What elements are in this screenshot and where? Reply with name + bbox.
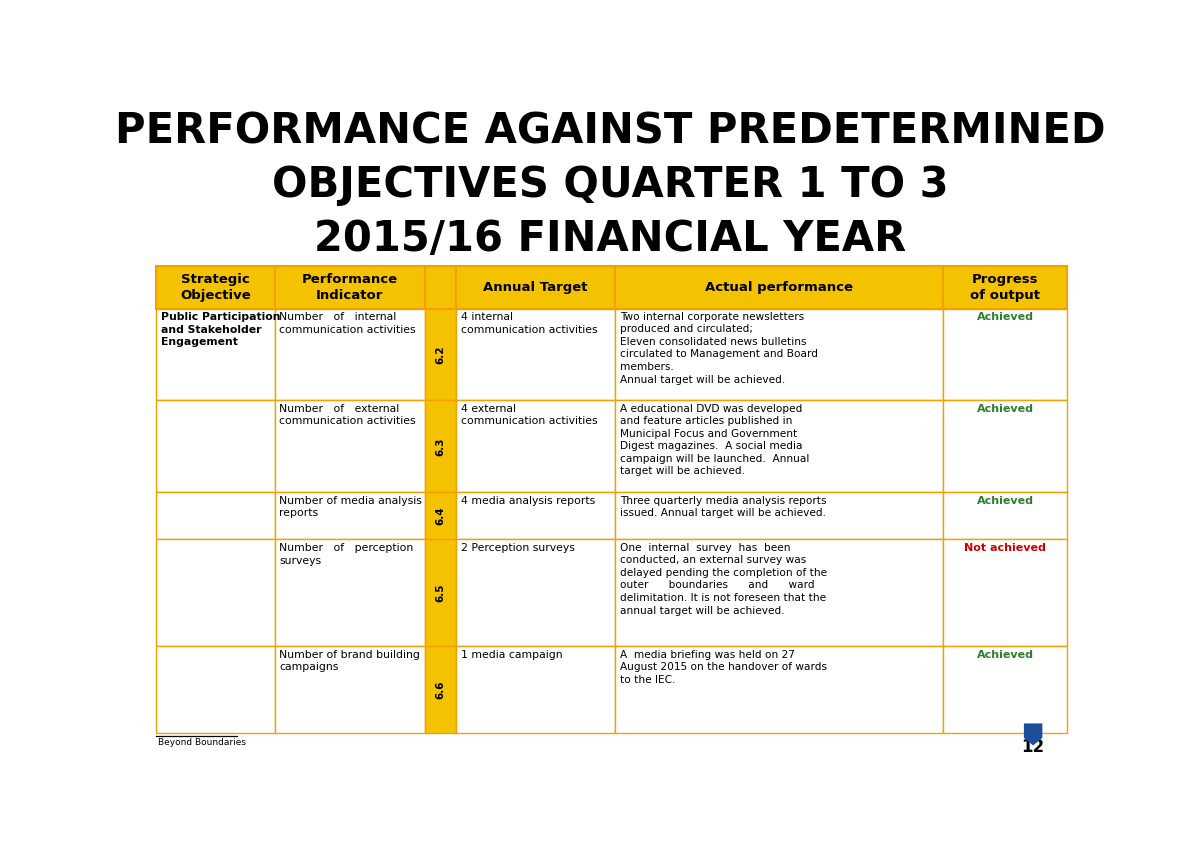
- Bar: [616, 647, 943, 733]
- Bar: [156, 540, 275, 647]
- Text: Progress
of output: Progress of output: [971, 273, 1040, 302]
- Text: PERFORMANCE AGAINST PREDETERMINED
OBJECTIVES QUARTER 1 TO 3
2015/16 FINANCIAL YE: PERFORMANCE AGAINST PREDETERMINED OBJECT…: [116, 111, 1105, 260]
- Text: A educational DVD was developed
and feature articles published in
Municipal Focu: A educational DVD was developed and feat…: [621, 403, 810, 477]
- Text: 4 media analysis reports: 4 media analysis reports: [461, 496, 594, 505]
- Bar: [943, 308, 1067, 401]
- Text: 4 internal
communication activities: 4 internal communication activities: [461, 312, 597, 334]
- Bar: [456, 647, 616, 733]
- Text: Beyond Boundaries: Beyond Boundaries: [158, 738, 247, 747]
- Text: Strategic
Objective: Strategic Objective: [180, 273, 251, 302]
- Text: Number of brand building
campaigns: Number of brand building campaigns: [280, 649, 420, 672]
- Text: A  media briefing was held on 27
August 2015 on the handover of wards
to the IEC: A media briefing was held on 27 August 2…: [621, 649, 827, 685]
- Text: 6.4: 6.4: [436, 507, 445, 525]
- Bar: [156, 647, 275, 733]
- Polygon shape: [1024, 723, 1042, 745]
- Text: Achieved: Achieved: [977, 312, 1034, 322]
- Bar: [156, 401, 275, 493]
- Text: 4 external
communication activities: 4 external communication activities: [461, 403, 597, 427]
- Bar: [943, 401, 1067, 493]
- Text: 2 Perception surveys: 2 Perception surveys: [461, 543, 574, 552]
- Text: Public Participation
and Stakeholder
Engagement: Public Participation and Stakeholder Eng…: [161, 312, 280, 348]
- Text: Achieved: Achieved: [977, 403, 1034, 413]
- Bar: [156, 266, 275, 308]
- Text: Achieved: Achieved: [977, 496, 1034, 505]
- Bar: [943, 493, 1067, 540]
- Bar: [156, 493, 275, 540]
- Text: 1 media campaign: 1 media campaign: [461, 649, 562, 659]
- Text: Actual performance: Actual performance: [705, 281, 854, 294]
- Text: One  internal  survey  has  been
conducted, an external survey was
delayed pendi: One internal survey has been conducted, …: [621, 543, 828, 616]
- Bar: [275, 493, 425, 540]
- Text: Not achieved: Not achieved: [965, 543, 1046, 552]
- Text: Two internal corporate newsletters
produced and circulated;
Eleven consolidated : Two internal corporate newsletters produ…: [621, 312, 818, 385]
- Bar: [616, 540, 943, 647]
- Bar: [275, 401, 425, 493]
- Bar: [616, 493, 943, 540]
- Bar: [425, 540, 456, 647]
- Bar: [425, 647, 456, 733]
- Text: Number   of   external
communication activities: Number of external communication activit…: [280, 403, 416, 427]
- Bar: [943, 540, 1067, 647]
- Bar: [616, 266, 943, 308]
- Bar: [616, 308, 943, 401]
- Text: Number   of   perception
surveys: Number of perception surveys: [280, 543, 413, 566]
- Bar: [456, 540, 616, 647]
- Bar: [943, 647, 1067, 733]
- Bar: [425, 401, 456, 493]
- Text: Achieved: Achieved: [977, 649, 1034, 659]
- Text: Number   of   internal
communication activities: Number of internal communication activit…: [280, 312, 416, 334]
- Bar: [456, 266, 616, 308]
- Bar: [425, 266, 456, 308]
- Text: 6.5: 6.5: [436, 584, 445, 602]
- Text: Performance
Indicator: Performance Indicator: [301, 273, 398, 302]
- Text: 6.3: 6.3: [436, 437, 445, 456]
- Bar: [456, 493, 616, 540]
- Bar: [275, 266, 425, 308]
- Bar: [275, 308, 425, 401]
- Bar: [456, 308, 616, 401]
- Bar: [616, 401, 943, 493]
- Text: Three quarterly media analysis reports
issued. Annual target will be achieved.: Three quarterly media analysis reports i…: [621, 496, 827, 518]
- Bar: [456, 401, 616, 493]
- Bar: [425, 308, 456, 401]
- Bar: [943, 266, 1067, 308]
- Text: Number of media analysis
reports: Number of media analysis reports: [280, 496, 422, 519]
- Text: 12: 12: [1021, 738, 1045, 756]
- Bar: [156, 308, 275, 401]
- Text: Annual Target: Annual Target: [484, 281, 588, 294]
- Text: 6.2: 6.2: [436, 345, 445, 364]
- Text: 6.6: 6.6: [436, 680, 445, 699]
- Bar: [275, 540, 425, 647]
- Bar: [275, 647, 425, 733]
- Bar: [425, 493, 456, 540]
